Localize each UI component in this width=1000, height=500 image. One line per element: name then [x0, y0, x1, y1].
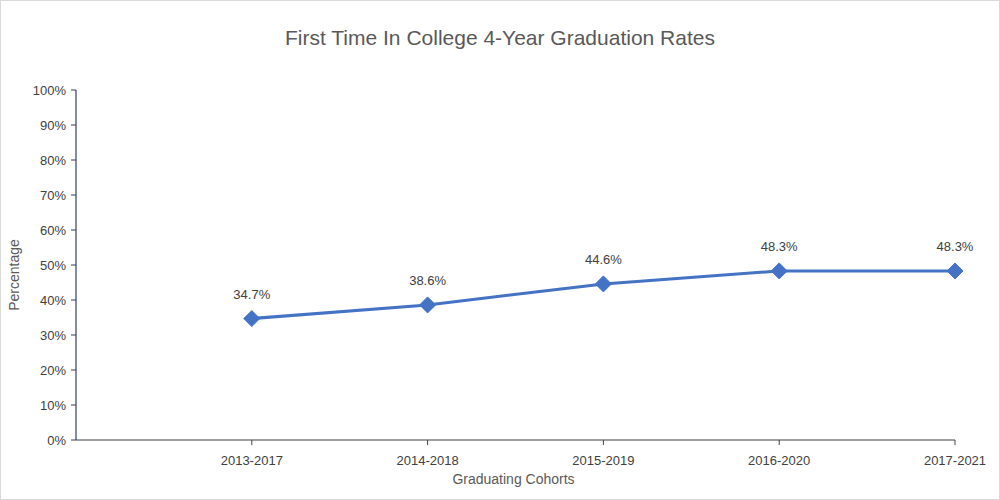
y-tick — [71, 405, 76, 406]
y-axis-label: Percentage — [6, 239, 22, 311]
series-line — [252, 271, 955, 319]
marker — [420, 297, 436, 313]
data-label: 48.3% — [937, 239, 974, 254]
x-tick — [779, 440, 780, 445]
y-tick-label: 70% — [40, 188, 66, 203]
marker — [947, 263, 963, 279]
y-tick-label: 30% — [40, 328, 66, 343]
marker — [595, 276, 611, 292]
y-tick — [71, 125, 76, 126]
x-tick-label: 2014-2018 — [397, 453, 459, 468]
x-tick-label: 2017-2021 — [924, 453, 986, 468]
y-tick — [71, 90, 76, 91]
y-tick-label: 50% — [40, 258, 66, 273]
x-tick-label: 2015-2019 — [572, 453, 634, 468]
y-tick-label: 40% — [40, 293, 66, 308]
x-tick-label: 2016-2020 — [748, 453, 810, 468]
x-tick-label: 2013-2017 — [221, 453, 283, 468]
y-tick — [71, 440, 76, 441]
plot-area — [244, 263, 963, 327]
y-tick — [71, 335, 76, 336]
y-tick — [71, 160, 76, 161]
y-tick — [71, 300, 76, 301]
x-axis — [76, 439, 955, 440]
y-tick-label: 100% — [33, 83, 67, 98]
y-tick — [71, 265, 76, 266]
y-tick-label: 80% — [40, 153, 66, 168]
marker — [244, 311, 260, 327]
y-tick-label: 20% — [40, 363, 66, 378]
y-tick — [71, 230, 76, 231]
title: First Time In College 4-Year Graduation … — [285, 26, 715, 49]
x-tick — [955, 440, 956, 445]
y-tick — [71, 195, 76, 196]
x-tick — [251, 440, 252, 445]
y-tick — [71, 370, 76, 371]
data-label: 44.6% — [585, 252, 622, 267]
frame — [1, 1, 1000, 500]
x-axis-label: Graduating Cohorts — [452, 471, 574, 487]
data-label: 38.6% — [409, 273, 446, 288]
x-tick — [427, 440, 428, 445]
y-tick-label: 0% — [47, 433, 66, 448]
y-tick-label: 90% — [40, 118, 66, 133]
chart: First Time In College 4-Year Graduation … — [0, 0, 1000, 500]
x-tick — [603, 440, 604, 445]
y-tick-label: 60% — [40, 223, 66, 238]
data-label: 34.7% — [233, 287, 270, 302]
y-tick-label: 10% — [40, 398, 66, 413]
y-axis — [75, 90, 76, 440]
marker — [771, 263, 787, 279]
data-label: 48.3% — [761, 239, 798, 254]
